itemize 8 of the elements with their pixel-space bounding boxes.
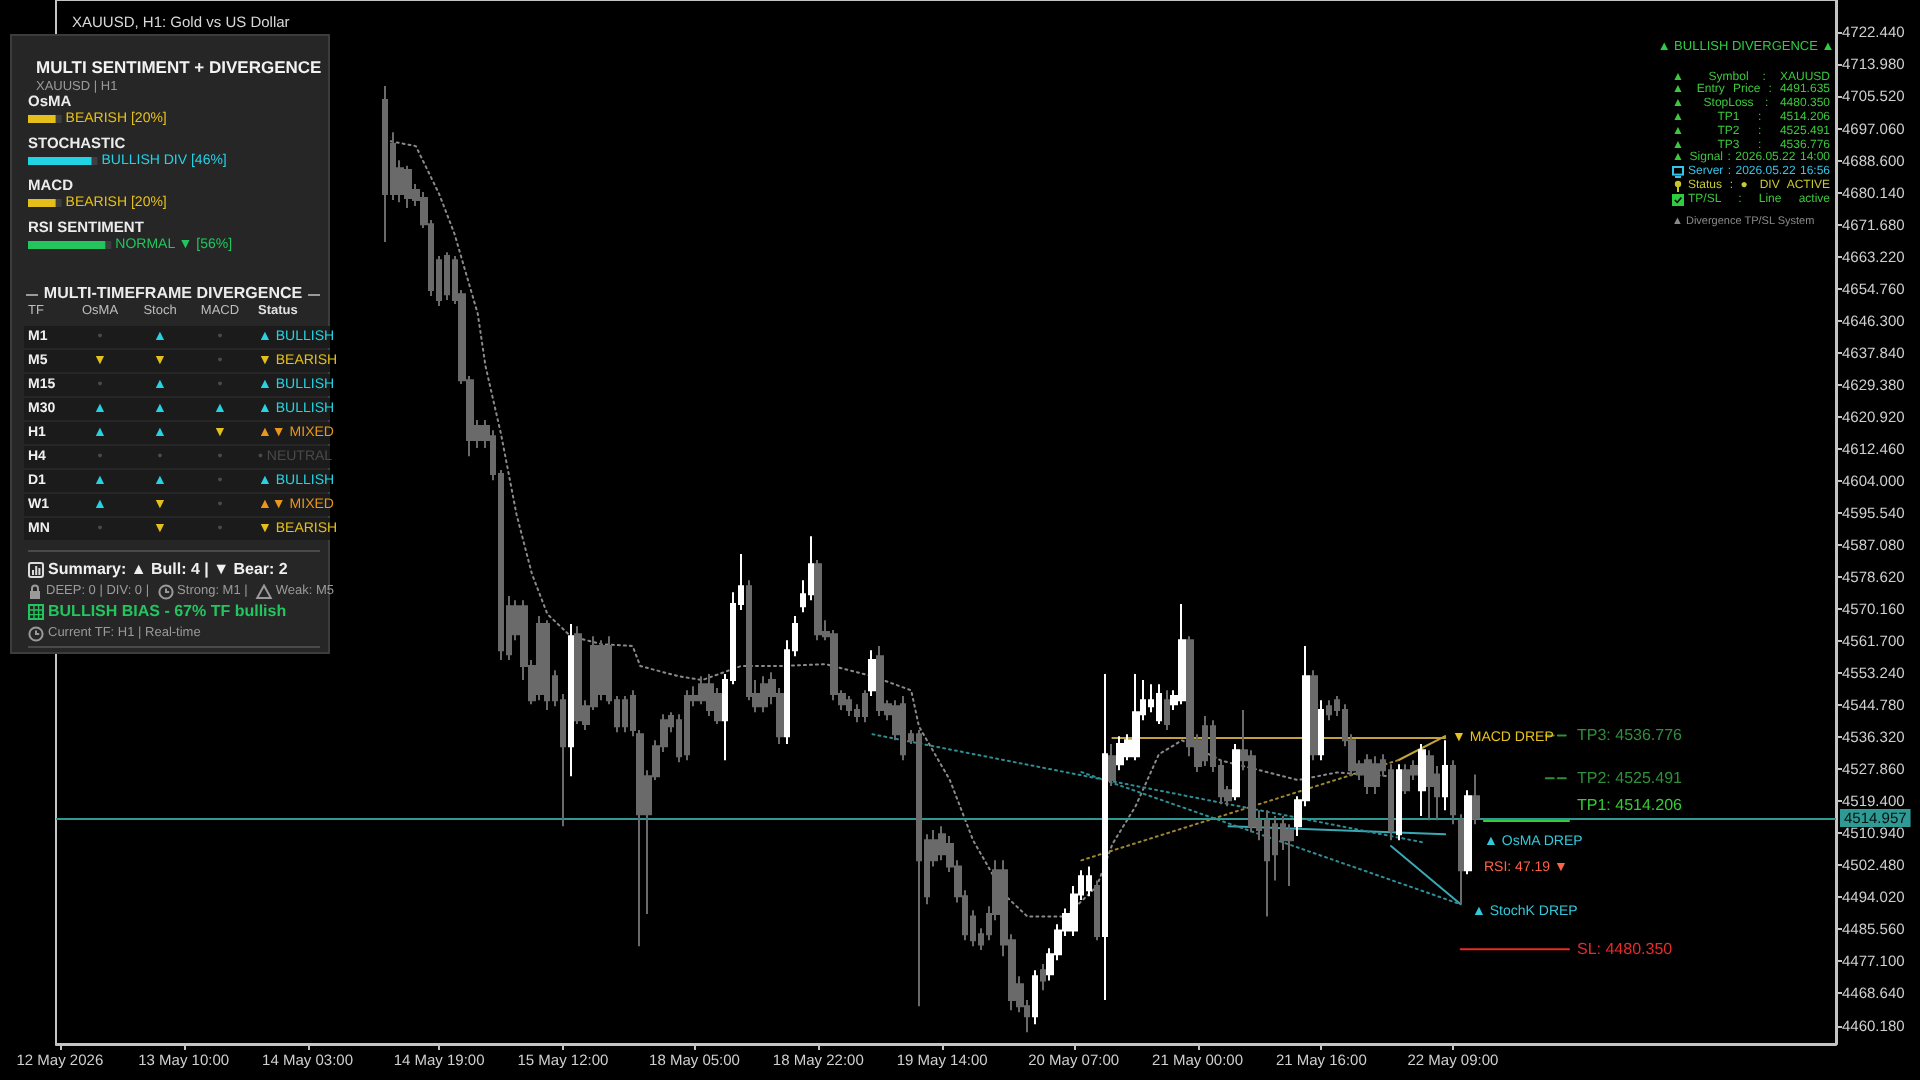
series-label: TP2: 4525.491 xyxy=(1577,769,1684,788)
series-label: TP3: 4536.776 xyxy=(1577,726,1684,745)
annotation: Summary: ▲ Bull: 4 | ▼ Bear: 2 xyxy=(48,560,288,578)
series-label: SL: 4480.350 xyxy=(1577,940,1674,959)
chart-title: MULTI SENTIMENT + DIVERGENCE xyxy=(36,57,323,77)
annotation: BULLISH BIAS - 67% TF bullish xyxy=(48,602,287,620)
series-label: TP1: 4514.206 xyxy=(1577,795,1684,814)
text: MULTI-TIMEFRAME DIVERGENCE xyxy=(43,284,303,302)
